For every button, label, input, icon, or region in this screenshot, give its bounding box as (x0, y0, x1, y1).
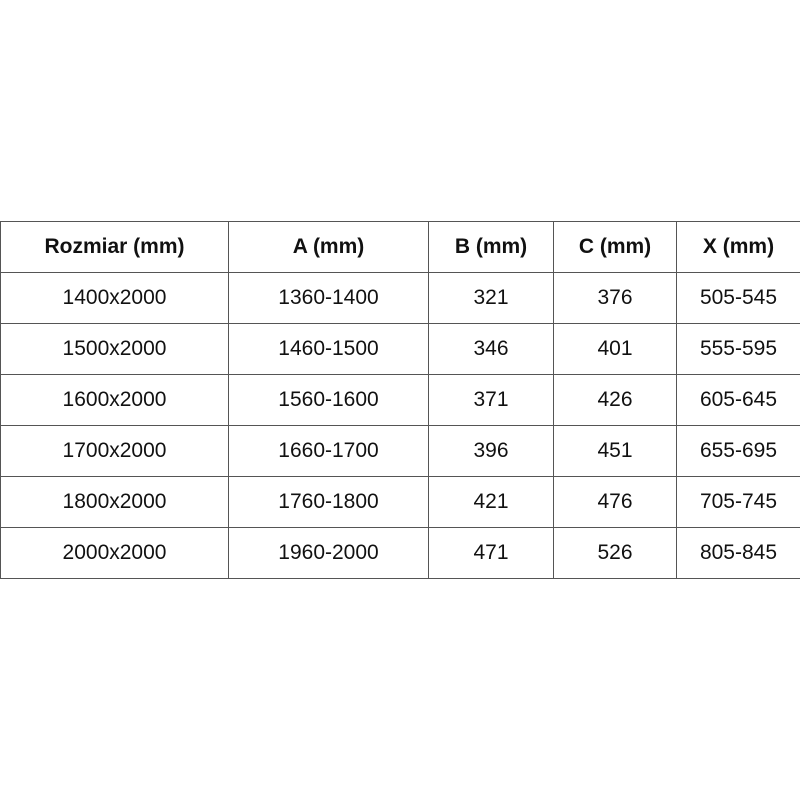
table-cell: 805-845 (676, 527, 800, 579)
table-cell: 605-645 (676, 374, 800, 426)
table-cell: 555-595 (676, 323, 800, 375)
table-cell: 1360-1400 (228, 272, 429, 324)
table-cell: 2000x2000 (0, 527, 229, 579)
column-header: Rozmiar (mm) (0, 221, 229, 273)
table-cell: 1800x2000 (0, 476, 229, 528)
header-row: Rozmiar (mm) A (mm) B (mm) C (mm) X (mm) (0, 221, 800, 273)
table-cell: 471 (428, 527, 554, 579)
table-cell: 426 (553, 374, 677, 426)
table-cell: 376 (553, 272, 677, 324)
table-cell: 396 (428, 425, 554, 477)
table-cell: 321 (428, 272, 554, 324)
table-row: 1400x2000 1360-1400 321 376 505-545 (0, 272, 800, 324)
table-row: 2000x2000 1960-2000 471 526 805-845 (0, 527, 800, 579)
table-cell: 476 (553, 476, 677, 528)
table-cell: 1660-1700 (228, 425, 429, 477)
table-cell: 1760-1800 (228, 476, 429, 528)
table-cell: 421 (428, 476, 554, 528)
table-cell: 1460-1500 (228, 323, 429, 375)
table-cell: 1500x2000 (0, 323, 229, 375)
table-cell: 1560-1600 (228, 374, 429, 426)
table-row: 1500x2000 1460-1500 346 401 555-595 (0, 323, 800, 375)
table-cell: 655-695 (676, 425, 800, 477)
table-cell: 505-545 (676, 272, 800, 324)
table-row: 1800x2000 1760-1800 421 476 705-745 (0, 476, 800, 528)
table-cell: 526 (553, 527, 677, 579)
table-cell: 1400x2000 (0, 272, 229, 324)
column-header: X (mm) (676, 221, 800, 273)
column-header: B (mm) (428, 221, 554, 273)
table-cell: 371 (428, 374, 554, 426)
table-row: 1600x2000 1560-1600 371 426 605-645 (0, 374, 800, 426)
column-header: C (mm) (553, 221, 677, 273)
table-cell: 1600x2000 (0, 374, 229, 426)
column-header: A (mm) (228, 221, 429, 273)
table-cell: 401 (553, 323, 677, 375)
table-cell: 346 (428, 323, 554, 375)
table-row: 1700x2000 1660-1700 396 451 655-695 (0, 425, 800, 477)
table-cell: 451 (553, 425, 677, 477)
table-cell: 705-745 (676, 476, 800, 528)
table-cell: 1960-2000 (228, 527, 429, 579)
dimensions-table: Rozmiar (mm) A (mm) B (mm) C (mm) X (mm) 140… (0, 221, 800, 579)
table-cell: 1700x2000 (0, 425, 229, 477)
